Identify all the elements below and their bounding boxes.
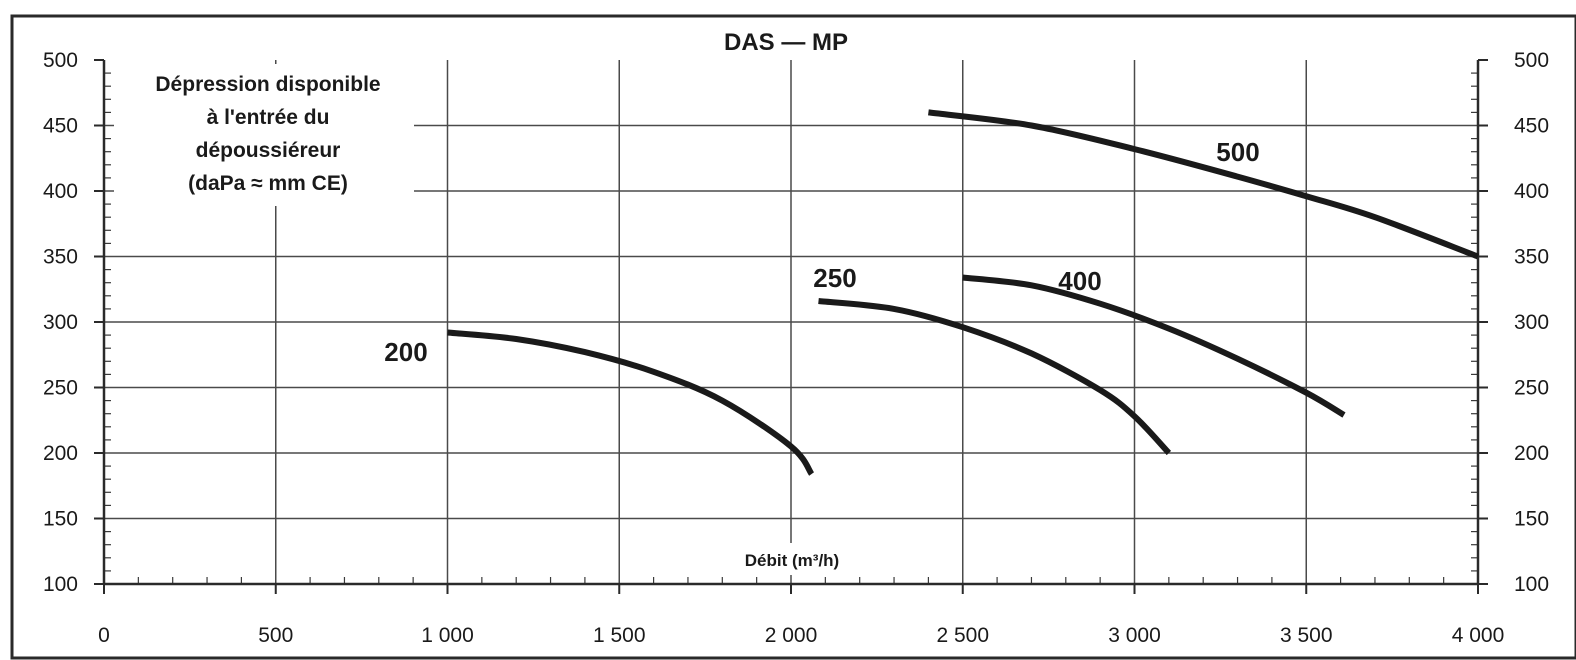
y-right-tick-label: 300 <box>1514 311 1549 334</box>
y-right-tick-label: 500 <box>1514 49 1549 72</box>
x-tick-label: 3 500 <box>1280 624 1333 647</box>
y-left-tick-label: 350 <box>43 246 78 269</box>
y-right-tick-label: 250 <box>1514 377 1549 400</box>
y-right-tick-label: 200 <box>1514 442 1549 465</box>
y-right-tick-label: 400 <box>1514 180 1549 203</box>
y-axis-title-line-3: dépoussiéreur <box>196 139 341 162</box>
y-left-tick-label: 250 <box>43 377 78 400</box>
y-left-tick-label: 150 <box>43 508 78 531</box>
y-left-tick-label: 200 <box>43 442 78 465</box>
x-tick-label: 3 000 <box>1108 624 1161 647</box>
chart-title: DAS — MP <box>724 29 848 56</box>
x-tick-label: 0 <box>98 624 110 647</box>
y-right-tick-label: 150 <box>1514 508 1549 531</box>
x-tick-label: 1 500 <box>593 624 646 647</box>
y-axis-title-line-1: Dépression disponible <box>155 73 380 96</box>
y-left-tick-label: 100 <box>43 573 78 596</box>
x-tick-label: 4 000 <box>1452 624 1505 647</box>
series-label-200: 200 <box>384 337 427 367</box>
y-left-tick-label: 300 <box>43 311 78 334</box>
y-right-tick-label: 100 <box>1514 573 1549 596</box>
x-tick-label: 1 000 <box>421 624 474 647</box>
series-label-250: 250 <box>813 263 856 293</box>
y-right-tick-label: 350 <box>1514 246 1549 269</box>
series-label-500: 500 <box>1216 137 1259 167</box>
x-tick-label: 2 000 <box>765 624 818 647</box>
y-axis-title-line-2: à l'entrée du <box>207 106 330 129</box>
y-left-tick-label: 400 <box>43 180 78 203</box>
x-axis-title: Débit (m³/h) <box>745 551 839 570</box>
x-tick-label: 2 500 <box>936 624 989 647</box>
y-left-tick-label: 450 <box>43 115 78 138</box>
series-label-400: 400 <box>1058 266 1101 296</box>
y-left-tick-label: 500 <box>43 49 78 72</box>
y-axis-title-line-4: (daPa ≈ mm CE) <box>188 172 348 195</box>
y-right-tick-label: 450 <box>1514 115 1549 138</box>
x-tick-label: 500 <box>258 624 293 647</box>
